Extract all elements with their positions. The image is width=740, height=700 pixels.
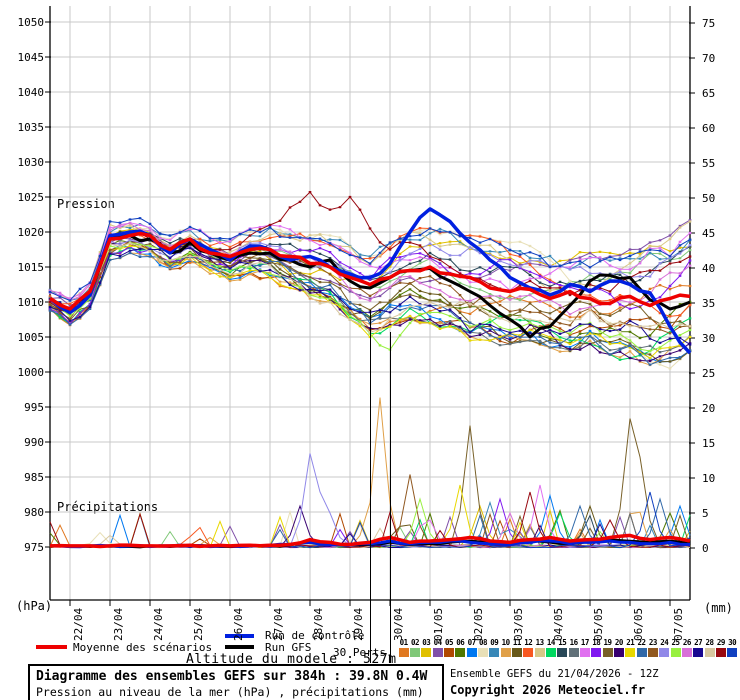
mean-legend-label: Moyenne des scénarios — [73, 641, 213, 654]
svg-text:05/05: 05/05 — [592, 608, 605, 641]
svg-text:30/04: 30/04 — [392, 608, 405, 641]
run-info-label: Ensemble GEFS du 21/04/2026 - 12Z — [450, 668, 659, 680]
svg-text:01/05: 01/05 — [432, 608, 445, 641]
svg-text:75: 75 — [702, 17, 715, 30]
gfs-legend-label: Run GFS — [265, 641, 312, 654]
svg-text:50: 50 — [702, 192, 715, 205]
svg-text:10: 10 — [702, 472, 715, 485]
member-swatch-cell: 23 — [647, 639, 658, 657]
svg-text:1015: 1015 — [18, 261, 45, 274]
svg-text:23/04: 23/04 — [112, 608, 125, 641]
svg-text:0: 0 — [702, 542, 709, 555]
svg-text:15: 15 — [702, 437, 715, 450]
member-swatch-cell: 18 — [591, 639, 602, 657]
member-swatch-cell: 24 — [659, 639, 670, 657]
svg-text:5: 5 — [702, 507, 709, 520]
member-swatch-cell: 28 — [704, 639, 715, 657]
gfs-legend-swatch — [225, 645, 254, 649]
member-swatch-cell: 26 — [681, 639, 692, 657]
member-swatch-cell: 11 — [511, 639, 522, 657]
svg-text:45: 45 — [702, 227, 715, 240]
member-swatch-cell: 10 — [500, 639, 511, 657]
member-swatch-cell: 17 — [579, 639, 590, 657]
member-swatch-cell: 03 — [421, 639, 432, 657]
left-axis-unit-label: (hPa) — [16, 599, 53, 613]
title-box: Diagramme des ensembles GEFS sur 384h : … — [28, 664, 444, 700]
svg-text:55: 55 — [702, 157, 715, 170]
svg-text:1030: 1030 — [18, 156, 45, 169]
member-swatch-cell: 09 — [489, 639, 500, 657]
member-swatch-cell: 16 — [568, 639, 579, 657]
member-swatch-cell: 07 — [466, 639, 477, 657]
member-swatch-cell: 02 — [409, 639, 420, 657]
precip-section-label: Précipitations — [57, 500, 159, 514]
member-swatch-cell: 20 — [613, 639, 624, 657]
svg-text:1045: 1045 — [18, 51, 45, 64]
svg-text:1010: 1010 — [18, 296, 45, 309]
svg-text:25: 25 — [702, 367, 715, 380]
svg-text:1025: 1025 — [18, 191, 45, 204]
member-swatch-cell: 14 — [545, 639, 556, 657]
svg-text:25/04: 25/04 — [192, 608, 205, 641]
svg-text:1050: 1050 — [18, 16, 45, 29]
perts-count-label: 30 Perts. — [333, 646, 393, 659]
member-swatch-cell: 08 — [477, 639, 488, 657]
control-legend-label: Run de contrôle — [265, 629, 365, 642]
svg-text:60: 60 — [702, 122, 715, 135]
svg-text:975: 975 — [24, 541, 44, 554]
member-color-strip: 01 02 03 04 05 06 07 08 09 10 11 12 13 14 15 16 17 18 19 20… — [398, 639, 738, 657]
svg-text:24/04: 24/04 — [152, 608, 165, 641]
svg-text:30: 30 — [702, 332, 715, 345]
member-swatch-cell: 04 — [432, 639, 443, 657]
svg-text:02/05: 02/05 — [472, 608, 485, 641]
model-altitude-label: Altitude du modele : 527m — [186, 652, 397, 667]
member-swatch-cell: 12 — [523, 639, 534, 657]
svg-text:35: 35 — [702, 297, 715, 310]
diagram-subtitle: Pression au niveau de la mer (hPa) , pré… — [36, 685, 424, 699]
member-swatch-cell: 13 — [534, 639, 545, 657]
svg-text:03/05: 03/05 — [512, 608, 525, 641]
svg-text:22/04: 22/04 — [72, 608, 85, 641]
member-swatch-cell: 05 — [443, 639, 454, 657]
member-swatch-cell: 21 — [625, 639, 636, 657]
svg-text:07/05: 07/05 — [672, 608, 685, 641]
member-swatch-cell: 06 — [455, 639, 466, 657]
svg-text:980: 980 — [24, 506, 44, 519]
svg-text:990: 990 — [24, 436, 44, 449]
member-swatch-cell: 22 — [636, 639, 647, 657]
svg-text:1020: 1020 — [18, 226, 45, 239]
svg-text:985: 985 — [24, 471, 44, 484]
svg-text:04/05: 04/05 — [552, 608, 565, 641]
svg-text:1000: 1000 — [18, 366, 45, 379]
svg-text:70: 70 — [702, 52, 715, 65]
member-swatch-cell: 19 — [602, 639, 613, 657]
control-legend-swatch — [225, 634, 254, 638]
svg-text:20: 20 — [702, 402, 715, 415]
member-swatch-cell: 29 — [715, 639, 726, 657]
svg-text:1005: 1005 — [18, 331, 45, 344]
copyright-label: Copyright 2026 Meteociel.fr — [450, 683, 646, 697]
svg-text:06/05: 06/05 — [632, 608, 645, 641]
svg-text:40: 40 — [702, 262, 715, 275]
member-swatch-cell: 25 — [670, 639, 681, 657]
svg-text:1040: 1040 — [18, 86, 45, 99]
diagram-title: Diagramme des ensembles GEFS sur 384h : … — [36, 669, 428, 684]
svg-text:1035: 1035 — [18, 121, 45, 134]
member-swatch-cell: 30 — [727, 639, 738, 657]
member-swatch-cell: 27 — [693, 639, 704, 657]
member-swatch-cell: 15 — [557, 639, 568, 657]
pressure-section-label: Pression — [57, 197, 115, 211]
svg-text:995: 995 — [24, 401, 44, 414]
mean-legend-swatch — [36, 645, 67, 649]
member-swatch-cell: 01 — [398, 639, 409, 657]
svg-text:65: 65 — [702, 87, 715, 100]
right-axis-unit-label: (mm) — [704, 601, 733, 615]
